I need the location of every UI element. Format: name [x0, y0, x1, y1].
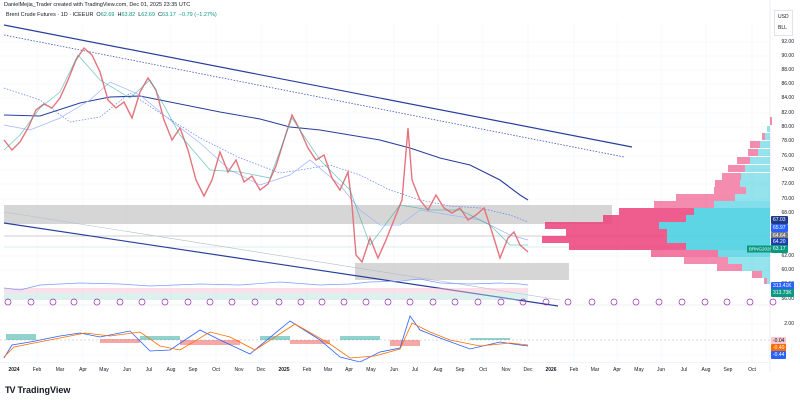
price-label: 56.00 [781, 296, 794, 302]
price-label: 78.00 [781, 138, 794, 144]
price-label: 90.00 [781, 53, 794, 59]
time-tick: Jun [389, 367, 399, 373]
time-tick: Apr [613, 367, 621, 373]
unit-label: BLL [778, 25, 787, 31]
resistance-zone [4, 205, 612, 224]
time-tick: Dec [256, 367, 266, 373]
time-tick: Apr [345, 367, 353, 373]
time-tick: Feb [569, 367, 579, 373]
time-tick: May [366, 367, 376, 373]
time-tick: Nov [501, 367, 511, 373]
time-tick: 2024 [8, 367, 20, 373]
time-tick: Jun [656, 367, 666, 373]
currency-label: USD [778, 14, 789, 20]
time-tick: Jul [680, 367, 688, 373]
tradingview-brand[interactable]: TV TradingView [5, 385, 70, 395]
volume-ma-tag: 313.41K [771, 282, 794, 290]
time-tick: Mar [55, 367, 65, 373]
low-value: 62.69 [141, 12, 156, 18]
close-value: 63.17 [162, 12, 176, 18]
price-label: 74.00 [781, 167, 794, 173]
price-label: 76.00 [781, 153, 794, 159]
time-tick: Dec [523, 367, 533, 373]
volume-tag: 313.73K [771, 289, 794, 297]
time-axis[interactable]: 2024 Feb Mar Apr May Jun Jul Aug Sep Oct… [0, 362, 770, 377]
tradingview-logo-icon: TV [5, 385, 15, 395]
lower-trendline [3, 222, 559, 307]
macd-signal-tag: -0.40 [771, 344, 787, 352]
dotted-trendline [3, 34, 625, 158]
price-label: 82.00 [781, 110, 794, 116]
price-label: 92.00 [781, 39, 794, 45]
time-tick: 2025 [278, 367, 290, 373]
time-tick: Aug [166, 367, 176, 373]
symbol-name[interactable]: Brent Crude Futures · 1D · ICEEUR [6, 12, 94, 18]
volume-profile [542, 117, 772, 284]
support-zone [355, 263, 569, 280]
price-label: 88.00 [781, 67, 794, 73]
time-tick: Jun [122, 367, 132, 373]
brand-name: TradingView [17, 385, 71, 395]
time-tick: Sep [455, 367, 465, 373]
time-tick: Oct [748, 367, 756, 373]
time-tick: Oct [212, 367, 220, 373]
price-tag-64-64: 64.64 [771, 232, 788, 240]
last-price-tag: 63.17 [771, 245, 788, 253]
time-tick: Mar [590, 367, 600, 373]
price-label: 62.00 [781, 253, 794, 259]
time-tick: Jul [145, 367, 153, 373]
time-tick: Apr [79, 367, 87, 373]
currency-unit-button[interactable]: USD BLL [774, 10, 793, 36]
symbol-tag: BRNG2026 [747, 245, 775, 253]
event-markers [4, 298, 777, 306]
upper-trendline [3, 24, 633, 148]
high-value: 63.82 [121, 12, 136, 18]
price-label: 60.00 [781, 267, 794, 273]
time-tick: Oct [479, 367, 487, 373]
time-tick: Feb [32, 367, 42, 373]
change-value: −0.79 (−1.27%) [178, 12, 217, 18]
price-label: 80.00 [781, 124, 794, 130]
time-tick: Sep [723, 367, 733, 373]
time-tick: 2026 [545, 367, 557, 373]
time-tick: Jul [411, 367, 419, 373]
price-label: 68.00 [781, 210, 794, 216]
time-tick: Aug [433, 367, 443, 373]
time-tick: Sep [188, 367, 198, 373]
time-tick: Aug [701, 367, 711, 373]
price-axis[interactable]: 92.00 90.00 88.00 86.00 84.00 82.00 80.0… [770, 0, 800, 372]
macd-axis-label: 2.00 [784, 321, 794, 327]
price-label: 84.00 [781, 95, 794, 101]
time-tick: May [634, 367, 644, 373]
macd-hist-tag: -0.04 [771, 337, 787, 345]
price-label: 86.00 [781, 81, 794, 87]
price-tag-65: 65.97 [771, 224, 788, 232]
time-tick: Mar [323, 367, 333, 373]
price-tag-64-20: 64.20 [771, 238, 788, 246]
price-label: 70.00 [781, 196, 794, 202]
open-value: 62.69 [100, 12, 115, 18]
price-tag-67: 67.03 [771, 216, 788, 224]
time-tick: May [99, 367, 109, 373]
price-label: 72.00 [781, 181, 794, 187]
time-tick: Feb [302, 367, 312, 373]
time-tick: Nov [234, 367, 244, 373]
macd-line-tag: -0.44 [771, 351, 787, 359]
attribution: DanielMejia_Trader created with TradingV… [4, 2, 191, 8]
symbol-legend[interactable]: Brent Crude Futures · 1D · ICEEUR O62.69… [6, 12, 217, 18]
